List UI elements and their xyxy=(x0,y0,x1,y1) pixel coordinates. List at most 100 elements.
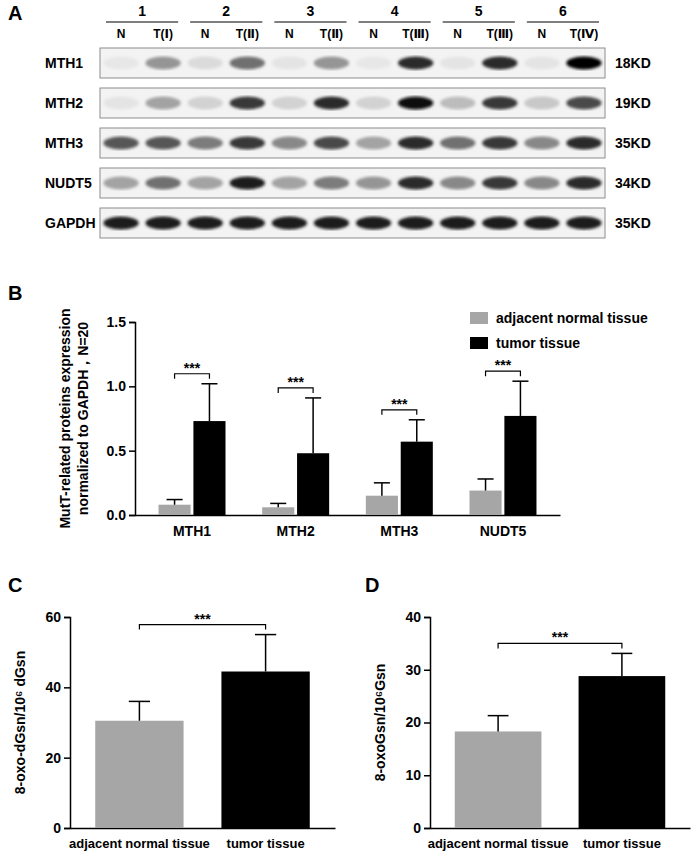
blot-band xyxy=(145,57,180,70)
error-cap xyxy=(255,634,276,636)
y-tick: 1.5 xyxy=(107,314,135,330)
lane-number: 4 xyxy=(391,3,399,19)
y-axis-line xyxy=(64,618,71,829)
x-tick: tumor tissue xyxy=(583,828,661,851)
blot-band xyxy=(440,97,475,110)
bars xyxy=(95,635,310,828)
lane-label: T(Ⅰ) xyxy=(153,27,173,41)
y-tick-label: 20 xyxy=(45,750,61,766)
panel-letter: D xyxy=(365,574,379,596)
blot-band xyxy=(314,97,349,110)
y-tick-label: 0.5 xyxy=(107,443,127,459)
blot-band xyxy=(440,57,475,70)
blot-band xyxy=(230,217,265,230)
y-tick: 40 xyxy=(45,679,70,695)
error-cap xyxy=(374,482,390,484)
blot-strip xyxy=(100,128,605,158)
blot-band xyxy=(314,217,349,230)
protein-label: MTH3 xyxy=(45,135,83,151)
error-cap xyxy=(129,701,150,703)
error-bar xyxy=(485,479,487,491)
lane-label: N xyxy=(453,27,462,41)
y-tick-mark xyxy=(424,828,430,830)
lane-label: N xyxy=(538,27,547,41)
y-tick-label: 1.0 xyxy=(107,378,127,394)
error-bar xyxy=(312,398,314,453)
y-tick-mark xyxy=(129,515,135,517)
blot-band xyxy=(482,57,517,70)
significance-label: *** xyxy=(495,357,512,373)
error-cap xyxy=(488,715,509,717)
blot-band xyxy=(356,137,391,150)
bar xyxy=(401,442,433,515)
legend: adjacent normal tissuetumor tissue xyxy=(470,310,648,351)
bar xyxy=(95,721,183,828)
significance-label: *** xyxy=(194,611,211,627)
error-bar xyxy=(520,381,522,416)
error-cap xyxy=(409,419,425,421)
protein-label: GAPDH xyxy=(45,215,96,231)
blot-band xyxy=(272,137,307,150)
y-axis-line xyxy=(424,618,431,829)
panel-b: B0.00.51.01.5MTH1MTH2MTH3NUDT5MutT-relat… xyxy=(8,282,648,539)
blot-band xyxy=(524,217,559,230)
error-bar xyxy=(265,635,267,672)
blot-band xyxy=(566,177,601,190)
blot-band xyxy=(230,137,265,150)
y-tick-label: 0 xyxy=(413,820,421,836)
y-axis-title: normalized to GAPDH，N=20 xyxy=(75,322,91,516)
blot-band xyxy=(272,177,307,190)
blot-band xyxy=(103,177,138,190)
y-tick-label: 60 xyxy=(45,609,61,625)
y-tick: 0.5 xyxy=(107,443,135,459)
lane-label: N xyxy=(117,27,126,41)
molecular-weight: 34KD xyxy=(615,175,651,191)
y-axis: 0 20 40 60 xyxy=(45,609,70,836)
error-bar xyxy=(209,384,211,421)
y-tick-mark xyxy=(424,617,430,619)
error-cap xyxy=(201,383,217,385)
molecular-weight: 35KD xyxy=(615,215,651,231)
blot-band xyxy=(566,97,601,110)
lane-label: N xyxy=(201,27,210,41)
blot-strip xyxy=(100,48,605,78)
x-tick-label: NUDT5 xyxy=(480,523,527,539)
x-axis: MTH1MTH2MTH3NUDT5 xyxy=(136,515,561,539)
blot-band xyxy=(230,97,265,110)
blot-strip xyxy=(100,168,605,198)
blot-band xyxy=(145,217,180,230)
y-tick: 60 xyxy=(45,609,70,625)
x-tick: adjacent normal tissue xyxy=(69,828,210,851)
y-tick: 0 xyxy=(53,820,70,836)
lane-label: N xyxy=(285,27,294,41)
y-axis: 010203040 xyxy=(405,609,430,836)
error-cap xyxy=(270,503,286,505)
y-tick: 1.0 xyxy=(107,378,135,394)
bar xyxy=(504,416,536,515)
y-tick: 20 xyxy=(405,714,430,730)
blot-band xyxy=(482,97,517,110)
blot-band xyxy=(103,137,138,150)
bar xyxy=(366,496,398,515)
blot-band xyxy=(440,137,475,150)
lane-label: T(Ⅲ) xyxy=(402,27,429,41)
lane-number: 6 xyxy=(559,3,567,19)
y-axis-title: 8-oxo-dGsn/10⁶ dGsn xyxy=(12,651,28,794)
x-tick: MTH1 xyxy=(173,515,211,539)
x-tick: MTH2 xyxy=(277,515,315,539)
y-tick-mark xyxy=(129,322,135,324)
blot-band xyxy=(524,177,559,190)
x-axis: adjacent normal tissue tumor tissue xyxy=(69,828,336,851)
blot-band xyxy=(103,97,138,110)
blot-band xyxy=(356,217,391,230)
legend-label: adjacent normal tissue xyxy=(496,310,648,326)
blot-band xyxy=(103,217,138,230)
error-cap xyxy=(305,397,321,399)
significance-label: *** xyxy=(287,374,304,390)
blot-band xyxy=(145,97,180,110)
x-tick: tumor tissue xyxy=(227,828,305,851)
blot-band xyxy=(188,137,223,150)
y-tick-label: 0.0 xyxy=(107,507,127,523)
y-axis: 0.0 0.5 1.0 1.5 xyxy=(107,314,136,523)
blot-band xyxy=(188,97,223,110)
